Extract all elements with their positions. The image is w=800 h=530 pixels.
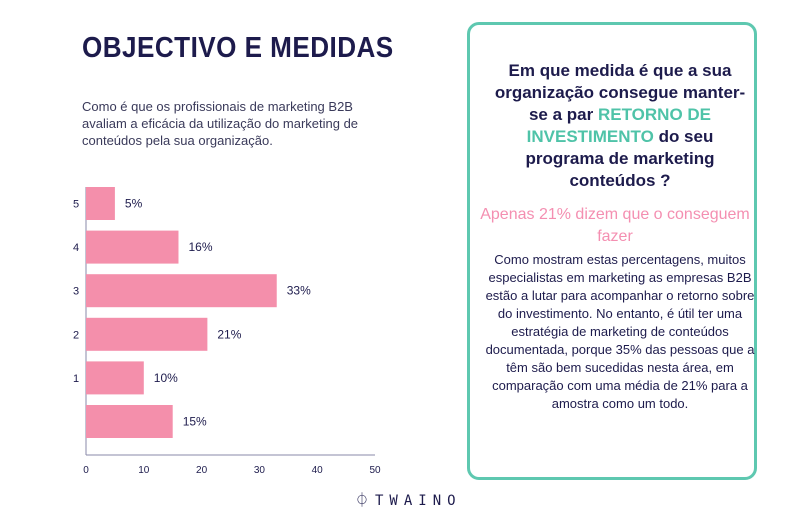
data-label: 33% (287, 284, 311, 298)
x-tick-label: 10 (138, 465, 150, 476)
x-tick-label: 20 (196, 465, 208, 476)
x-tick-label: 50 (369, 465, 381, 476)
page-title: OBJECTIVO E MEDIDAS (82, 32, 394, 64)
data-label: 16% (188, 240, 212, 254)
y-tick-label: 4 (73, 242, 79, 254)
x-tick-label: 30 (254, 465, 266, 476)
logo-text: TWAINO (375, 493, 462, 509)
y-tick-label: 1 (73, 373, 79, 385)
data-label: 21% (217, 327, 241, 341)
highlight-stat: Apenas 21% dizem que o conseguem fazer (480, 206, 750, 245)
data-label: 10% (154, 371, 178, 385)
question-highlight: RETORNO DE INVESTIMENTO (526, 105, 712, 146)
leaf-icon: ⏀ (355, 493, 375, 509)
bar (86, 405, 173, 438)
y-tick-label: 5 (73, 199, 79, 211)
y-tick-label: 3 (73, 286, 79, 298)
question-text: Em que medida é que a sua organização co… (494, 61, 746, 124)
bar (86, 274, 277, 308)
chart-subtitle: Como é que os profissionais de marketing… (82, 99, 359, 148)
x-tick-label: 0 (83, 465, 89, 476)
bar (86, 361, 144, 395)
info-card (467, 22, 757, 480)
question-text-end: do seu programa de marketing conteúdos ? (525, 127, 715, 190)
data-label: 5% (125, 197, 143, 211)
card-question: Em que medida é que a sua organização co… (490, 60, 750, 192)
bar (86, 230, 179, 264)
bar (86, 187, 115, 220)
x-tick-label: 40 (312, 465, 324, 476)
card-body: Como mostram estas percentagens, muitos … (485, 252, 755, 411)
data-label: 15% (183, 415, 207, 429)
bar (86, 317, 208, 351)
y-tick-label: 2 (73, 329, 79, 341)
twaino-logo: ⏀TWAINO (355, 490, 462, 510)
bar-chart: 5% 5 16% 4 33% 3 21% 2 10% 1 15% 0 10 20 30 40 50 (73, 187, 381, 476)
